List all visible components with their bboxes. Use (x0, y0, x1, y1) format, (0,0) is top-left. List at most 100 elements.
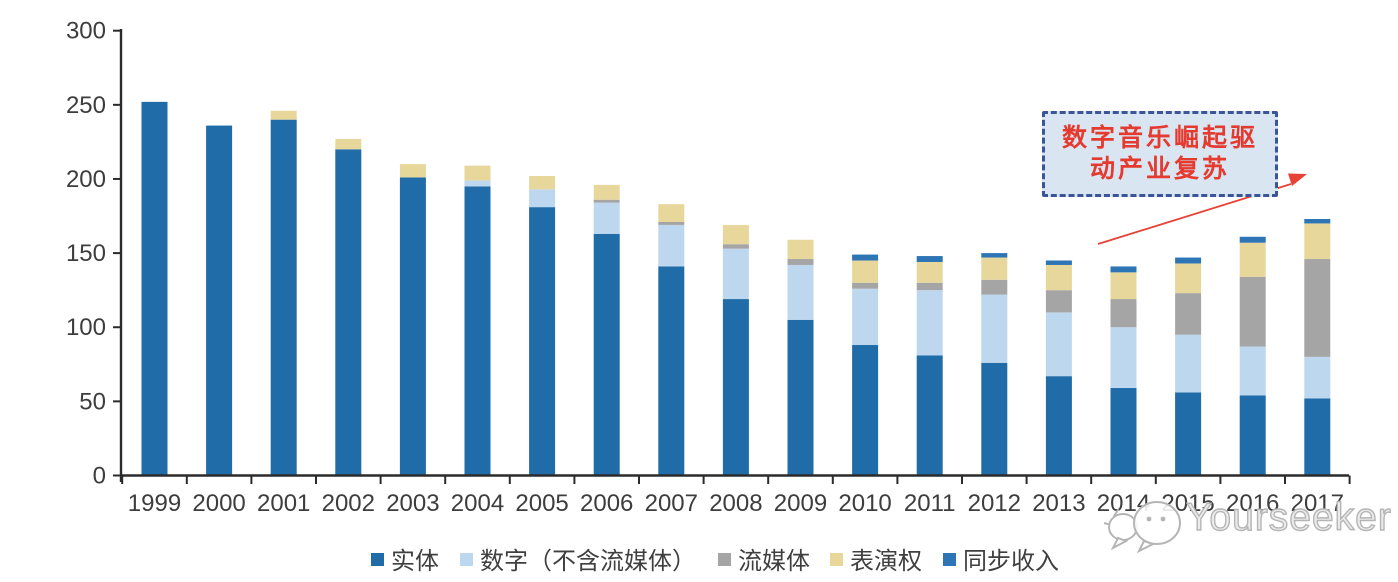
bar-segment (916, 256, 943, 262)
x-axis-label: 2003 (386, 490, 439, 517)
x-axis-label: 2013 (1032, 490, 1085, 517)
bar-segment (787, 264, 814, 320)
x-axis-label: 2000 (192, 490, 245, 517)
annotation-arrow-head (1288, 173, 1307, 186)
bar-segment (658, 221, 685, 225)
bar-segment (529, 175, 556, 190)
bar-segment (981, 257, 1008, 280)
bar-segment (852, 260, 879, 283)
bar-segment (270, 110, 297, 120)
x-axis-label: 2001 (257, 490, 310, 517)
bar-segment (1239, 346, 1266, 396)
legend-swatch (943, 553, 956, 566)
x-axis-label: 2006 (580, 490, 633, 517)
bar-segment (787, 259, 814, 265)
bar-segment (722, 224, 749, 245)
bar-segment (206, 125, 233, 476)
bar-segment (1239, 242, 1266, 277)
x-axis-label: 2016 (1226, 490, 1279, 517)
bar-segment (722, 248, 749, 300)
y-axis-tick-label: 50 (79, 388, 106, 415)
y-axis-tick-label: 300 (66, 18, 106, 45)
bar-segment (1304, 356, 1331, 399)
x-axis-label: 1999 (128, 490, 181, 517)
y-axis-tick-label: 200 (66, 166, 106, 193)
bar-segment (1045, 264, 1072, 291)
bar-segment (1175, 257, 1202, 264)
legend-label: 实体 (391, 549, 439, 575)
bar-segment (593, 184, 620, 200)
bar-segment (464, 165, 491, 181)
bar-segment (1304, 218, 1331, 224)
annotation-text-line1: 数字音乐崛起驱 (1061, 125, 1258, 152)
bar-segment (1110, 299, 1137, 328)
bar-segment (1045, 260, 1072, 265)
bar-segment (1239, 236, 1266, 243)
bar-segment (852, 282, 879, 289)
x-axis-label: 2015 (1161, 490, 1214, 517)
bar-segment (529, 189, 556, 208)
bar-segment (852, 254, 879, 261)
bar-segment (1175, 334, 1202, 393)
x-axis-label: 2012 (968, 490, 1021, 517)
x-axis-label: 2007 (645, 490, 698, 517)
bar-segment (916, 290, 943, 356)
bar-segment (1045, 290, 1072, 313)
legend-swatch (718, 553, 731, 566)
bar-segment (270, 119, 297, 476)
bar-segment (1175, 263, 1202, 294)
bar-segment (335, 138, 362, 150)
bar-segment (1175, 392, 1202, 476)
legend-label: 数字（不含流媒体） (480, 549, 696, 575)
bar-segment (1175, 293, 1202, 335)
legend-label: 表演权 (850, 549, 922, 575)
legend-item: 表演权 (830, 541, 922, 576)
bar-segment (916, 355, 943, 476)
bar-segment (335, 149, 362, 476)
legend-label: 同步收入 (963, 549, 1059, 575)
bar-segment (141, 101, 168, 476)
bar-segment (1304, 259, 1331, 357)
legend-swatch (830, 553, 843, 566)
bar-segment (529, 207, 556, 476)
x-axis-label: 2011 (904, 490, 956, 517)
bar-segment (464, 180, 491, 187)
bar-segment (722, 244, 749, 249)
x-axis-label: 2005 (515, 490, 568, 517)
bar-segment (852, 345, 879, 476)
bar-segment (1304, 398, 1331, 476)
bar-segment (593, 199, 620, 203)
bar-segment (787, 319, 814, 476)
bar-segment (593, 233, 620, 476)
bar-segment (1045, 312, 1072, 377)
y-axis-tick-label: 0 (93, 463, 106, 490)
bar-segment (1110, 272, 1137, 300)
legend-item: 同步收入 (943, 541, 1059, 576)
legend-label: 流媒体 (738, 549, 810, 575)
bar-segment (399, 164, 426, 178)
bar-segment (658, 224, 685, 267)
legend-item: 实体 (371, 541, 439, 576)
bar-segment (1304, 223, 1331, 260)
bar-segment (658, 266, 685, 476)
legend-item: 流媒体 (718, 541, 810, 576)
bar-segment (981, 279, 1008, 295)
legend-item: 数字（不含流媒体） (460, 541, 696, 576)
x-axis-label: 2008 (709, 490, 762, 517)
bar-segment (916, 261, 943, 283)
bar-segment (852, 288, 879, 346)
bar-segment (1239, 276, 1266, 347)
bar-segment (1110, 388, 1137, 476)
annotation-text-line2: 动产业复苏 (1089, 156, 1230, 183)
bar-segment (787, 239, 814, 260)
x-axis-label: 2004 (451, 490, 504, 517)
legend-swatch (460, 553, 473, 566)
x-axis-label: 2014 (1097, 490, 1150, 517)
bar-segment (981, 253, 1008, 258)
bar-segment (1110, 327, 1137, 389)
annotation-callout: 数字音乐崛起驱 动产业复苏 (1042, 111, 1278, 197)
bar-segment (1110, 266, 1137, 273)
bar-segment (1045, 376, 1072, 476)
